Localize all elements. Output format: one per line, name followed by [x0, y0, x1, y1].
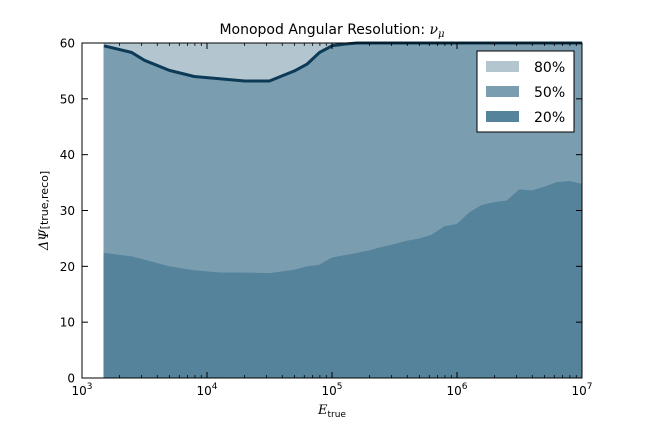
axis-ticks: 0 10 20 30 40 50 60 103 104 105 106 107 [60, 37, 593, 399]
legend-swatch-50pct [486, 86, 519, 97]
y-tick-label: 10 [60, 316, 75, 330]
x-tick-label: 103 [71, 382, 92, 398]
chart-title-text: Monopod Angular Resolution: [219, 22, 429, 38]
y-tick-label: 0 [67, 372, 75, 386]
area-series-group [103, 42, 583, 379]
x-tick-label: 107 [571, 382, 592, 398]
chart-title-subscript: μ [438, 29, 445, 40]
y-axis-label: ΔΨ[true,reco] [37, 171, 52, 251]
legend-swatch-20pct [486, 111, 519, 122]
x-axis-label: Etrue [317, 403, 346, 420]
legend-label-50pct: 50% [534, 85, 565, 101]
legend-swatch-80pct [486, 61, 519, 72]
x-axis-label-text: E [317, 403, 328, 418]
x-tick-label: 104 [196, 382, 217, 398]
y-axis-label-subscript: [true,reco] [38, 171, 51, 229]
chart-title: Monopod Angular Resolution: νμ [219, 22, 444, 40]
y-tick-label: 40 [60, 148, 75, 162]
y-tick-label: 30 [60, 204, 75, 218]
legend: 80% 50% 20% [476, 50, 575, 133]
legend-label-80pct: 80% [534, 60, 565, 76]
y-axis-label-text: ΔΨ [37, 229, 52, 251]
chart-title-symbol: ν [430, 22, 439, 38]
x-axis-label-subscript: true [328, 410, 347, 420]
legend-label-20pct: 20% [534, 110, 565, 126]
area-series-20pct [103, 180, 583, 379]
y-tick-label: 60 [60, 37, 75, 51]
y-tick-label: 50 [60, 92, 75, 106]
x-tick-label: 105 [321, 382, 342, 398]
y-tick-label: 20 [60, 260, 75, 274]
x-tick-label: 106 [446, 382, 467, 398]
